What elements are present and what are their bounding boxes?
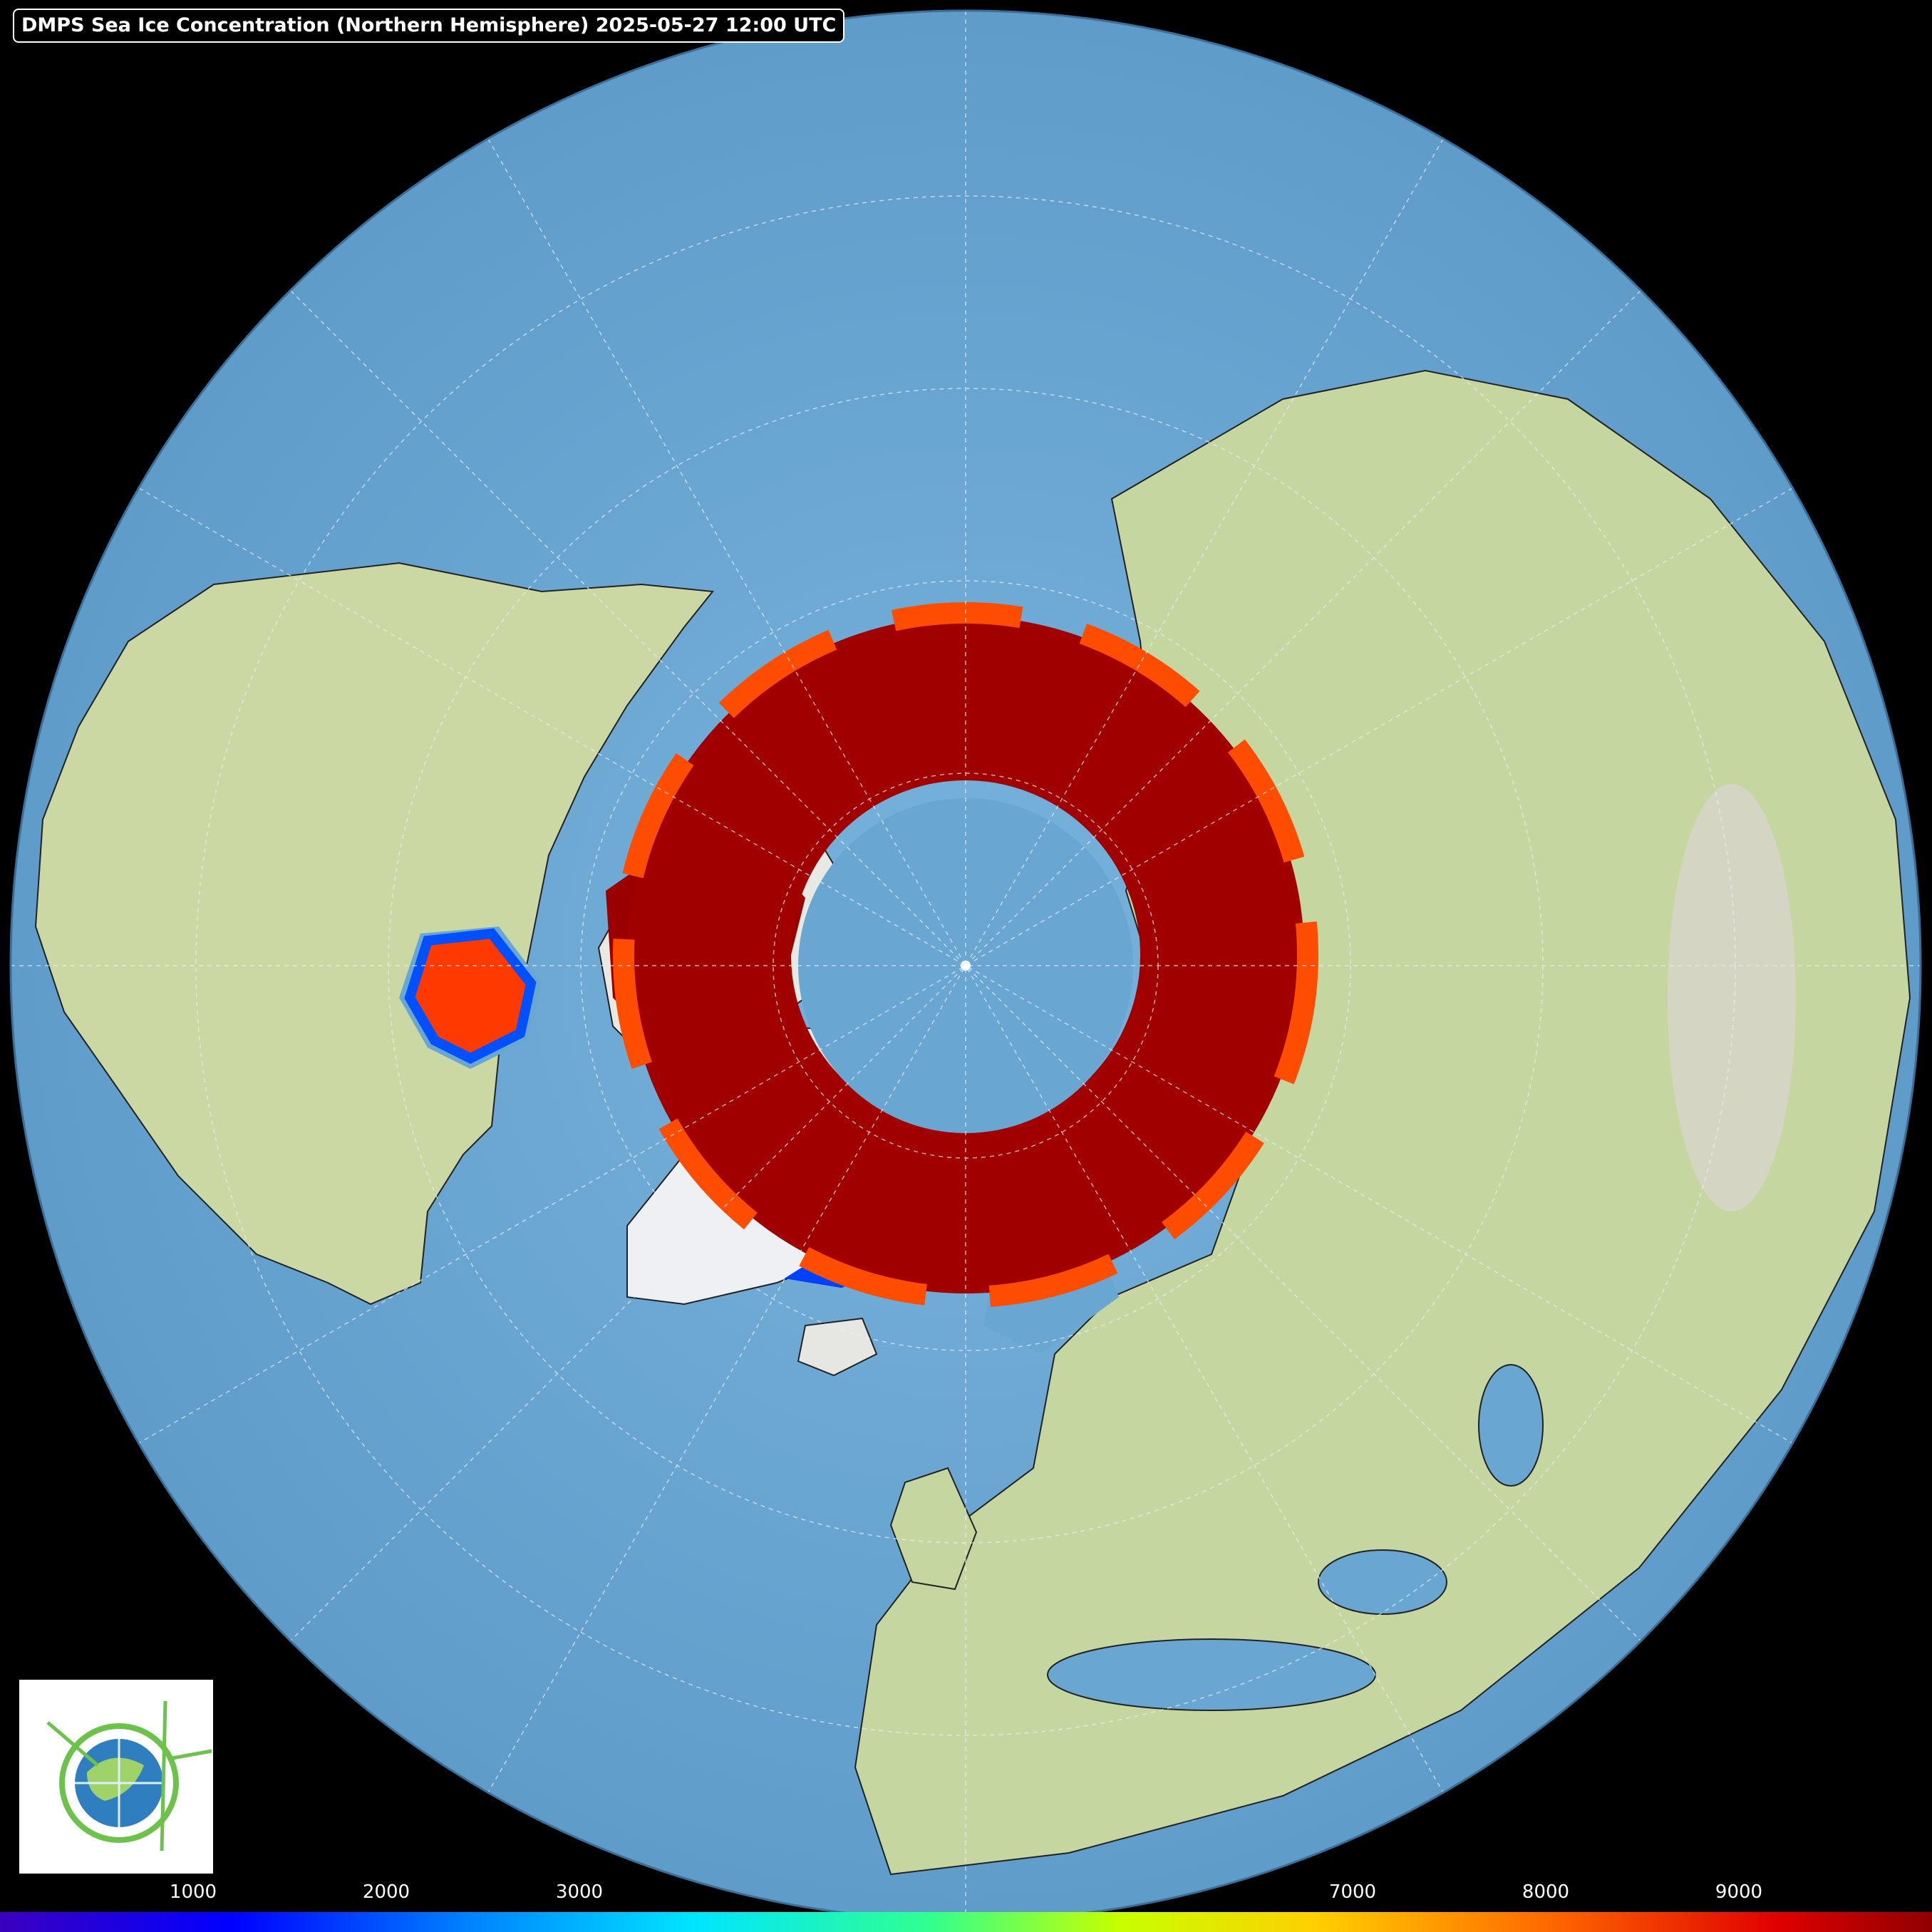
british-isles — [889, 1467, 978, 1591]
graticule — [11, 11, 1921, 1921]
map-title: DMPS Sea Ice Concentration (Northern Hem… — [13, 9, 845, 43]
colorbar — [0, 1912, 1932, 1932]
iceland — [797, 1317, 878, 1377]
colorbar-tick-label: 7000 — [1328, 1881, 1377, 1903]
black-sea — [1318, 1549, 1447, 1615]
cnics-logo — [19, 1680, 213, 1874]
hudson-bay-ice — [404, 928, 537, 1064]
colorbar-tick-label: 2000 — [362, 1881, 410, 1903]
himalaya-highlands — [1668, 784, 1796, 1212]
colorbar-labels: 1000 2000 3000 7000 8000 9000 — [0, 1881, 1932, 1910]
colorbar-tick-label: 3000 — [555, 1881, 604, 1903]
north-america-landmass — [34, 562, 714, 1306]
caspian-sea — [1478, 1364, 1544, 1487]
colorbar-tick-label: 1000 — [169, 1881, 217, 1903]
cnics-globe-logo-icon — [46, 1700, 212, 1851]
mediterranean-sea — [1047, 1638, 1376, 1711]
colorbar-tick-label: 9000 — [1715, 1881, 1763, 1903]
colorbar-tick-label: 8000 — [1522, 1881, 1570, 1903]
